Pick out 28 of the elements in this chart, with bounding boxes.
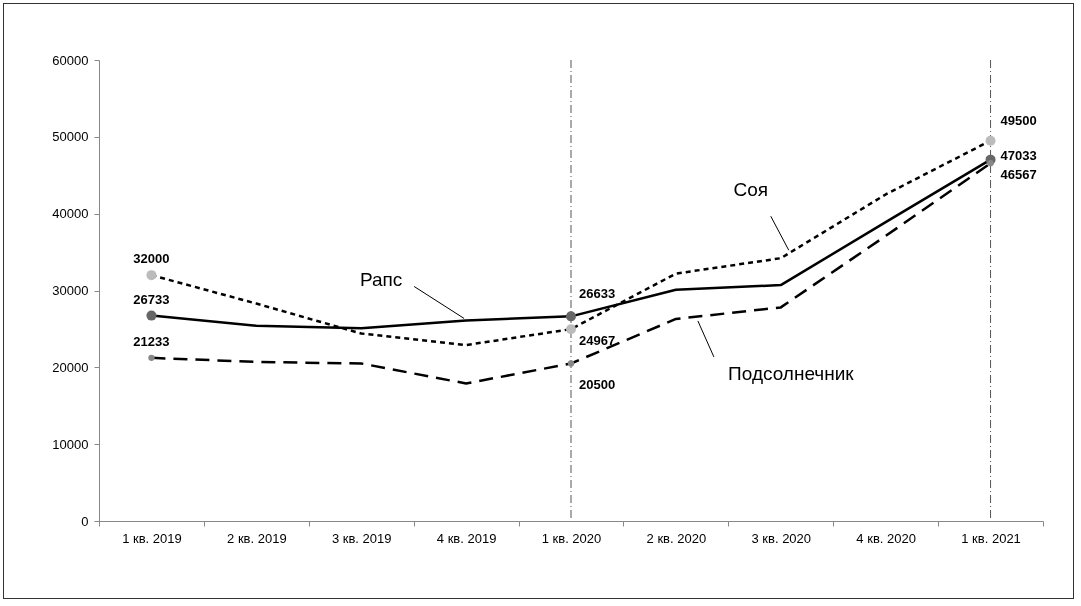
data-label: 46567 bbox=[1000, 167, 1037, 183]
x-tick-label: 1 кв. 2020 bbox=[541, 530, 602, 546]
x-tick-label: 1 кв. 2019 bbox=[122, 530, 182, 546]
y-tick-label: 0 bbox=[81, 513, 89, 529]
y-tick-label: 50000 bbox=[52, 129, 89, 145]
x-tick-label: 4 кв. 2019 bbox=[436, 530, 497, 546]
x-tick-label: 1 кв. 2021 bbox=[961, 530, 1021, 546]
y-tick-label: 10000 bbox=[52, 436, 89, 452]
x-tick-label: 2 кв. 2020 bbox=[646, 530, 707, 546]
series-label: Рапс bbox=[359, 269, 403, 291]
data-label: 26633 bbox=[579, 286, 616, 302]
y-tick-label: 20000 bbox=[52, 359, 89, 375]
y-tick-label: 40000 bbox=[52, 206, 89, 222]
x-tick-label: 3 кв. 2019 bbox=[331, 530, 392, 546]
y-tick-label: 60000 bbox=[52, 52, 89, 68]
x-tick-label: 4 кв. 2020 bbox=[856, 530, 916, 546]
data-label: 26733 bbox=[133, 291, 170, 307]
y-tick-label: 30000 bbox=[52, 283, 89, 298]
data-label: 47033 bbox=[1000, 147, 1037, 163]
data-label: 21233 bbox=[133, 333, 170, 349]
x-tick-label: 3 кв. 2020 bbox=[751, 530, 812, 546]
text: Подсолнечник bbox=[728, 362, 855, 384]
x-tick-label: 2 кв. 2019 bbox=[227, 530, 287, 546]
data-label: 24967 bbox=[579, 333, 616, 349]
text: Соя bbox=[733, 179, 769, 201]
data-label: 32000 bbox=[133, 251, 170, 267]
data-label: 20500 bbox=[579, 377, 616, 393]
data-label: 49500 bbox=[1000, 112, 1037, 128]
